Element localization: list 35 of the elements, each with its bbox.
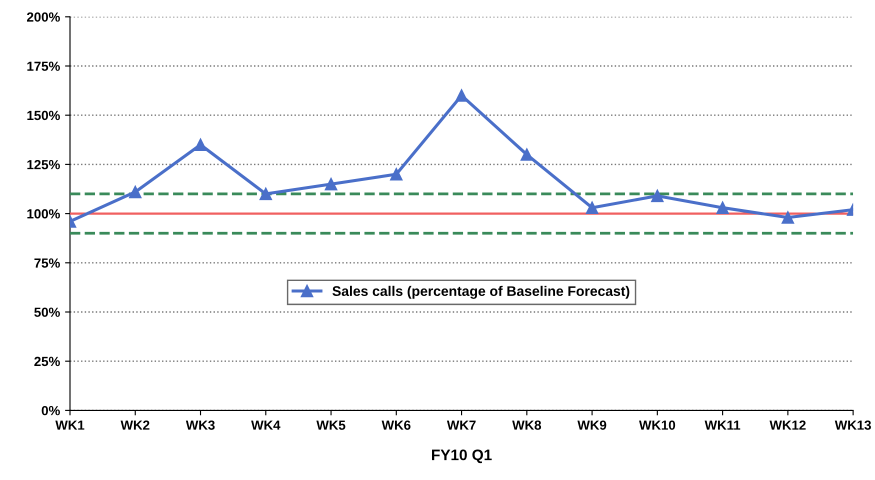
x-tick-label: WK11 (704, 420, 740, 430)
x-axis-title: FY10 Q1 (432, 449, 492, 464)
x-tick-label: WK4 (251, 420, 280, 430)
x-tick-label: WK10 (639, 420, 676, 430)
x-tick-label: WK13 (834, 420, 871, 430)
point (651, 190, 664, 202)
x-tick-label: WK5 (316, 420, 346, 430)
x-tick-label: WK9 (577, 420, 606, 430)
point (194, 138, 207, 151)
y-tick-label: 200% (26, 12, 60, 22)
x-tick-label: WK3 (186, 420, 215, 430)
x-tick-label: WK7 (446, 420, 476, 430)
legend-label: Sales calls (percentage of Baseline Forecast) (332, 286, 630, 299)
x-tick-label: WK8 (512, 420, 542, 430)
point (390, 168, 403, 180)
point (260, 188, 272, 200)
y-tick-label: 150% (27, 110, 60, 120)
y-tick-label: 75% (34, 258, 60, 268)
y-tick-label: 125% (27, 160, 60, 170)
y-tick-label: 100% (27, 209, 60, 219)
y-tick-label: 25% (34, 356, 60, 366)
point (129, 186, 142, 198)
point (586, 201, 598, 214)
point (716, 201, 729, 214)
x-tick-label: WK12 (770, 420, 806, 430)
x-tick-label: WK6 (382, 420, 410, 430)
point (324, 178, 338, 190)
y-tick-label: 50% (34, 308, 60, 317)
y-tick-label: 175% (27, 62, 60, 71)
x-tick-label: WK2 (120, 420, 150, 430)
point (455, 89, 468, 102)
x-tick-label: WK1 (55, 420, 84, 430)
y-tick-label: 0% (42, 406, 60, 416)
point (520, 148, 534, 161)
point (782, 211, 794, 224)
